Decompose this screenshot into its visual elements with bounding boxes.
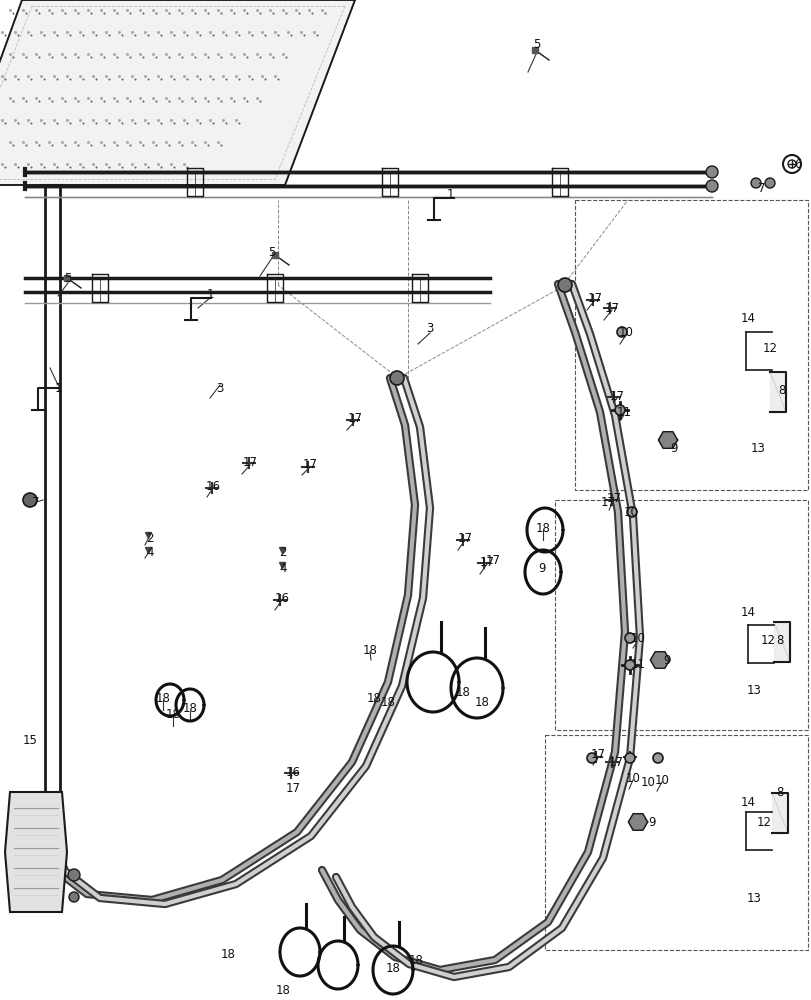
Text: 9: 9 — [647, 816, 655, 830]
Text: 17: 17 — [603, 302, 619, 314]
Text: 14: 14 — [740, 796, 754, 810]
Text: 18: 18 — [165, 708, 180, 722]
Polygon shape — [650, 652, 669, 668]
Text: 8: 8 — [775, 786, 783, 800]
Text: 18: 18 — [535, 522, 550, 534]
Text: 9: 9 — [663, 654, 670, 668]
Circle shape — [624, 660, 634, 670]
Text: 13: 13 — [745, 684, 761, 698]
Polygon shape — [0, 0, 354, 185]
Text: 4: 4 — [279, 562, 286, 574]
Text: 17: 17 — [303, 458, 317, 472]
Text: 10: 10 — [630, 632, 645, 645]
Text: 10: 10 — [623, 506, 637, 520]
Text: 15: 15 — [23, 734, 37, 746]
Text: 17: 17 — [285, 782, 300, 794]
Text: 18: 18 — [366, 692, 381, 704]
Text: 9: 9 — [669, 442, 677, 454]
Polygon shape — [773, 622, 789, 662]
Circle shape — [652, 753, 663, 763]
Circle shape — [616, 327, 626, 337]
Text: 2: 2 — [146, 532, 153, 544]
Text: 1: 1 — [206, 288, 213, 300]
Circle shape — [69, 892, 79, 902]
Circle shape — [23, 493, 37, 507]
Polygon shape — [658, 432, 676, 448]
Text: 17: 17 — [600, 495, 615, 508]
Text: 14: 14 — [740, 312, 754, 324]
Text: 4: 4 — [146, 546, 153, 560]
Text: 14: 14 — [740, 606, 754, 619]
Polygon shape — [5, 792, 67, 912]
Circle shape — [705, 180, 717, 192]
Text: 5: 5 — [64, 271, 71, 284]
Text: 17: 17 — [607, 756, 623, 770]
Text: 13: 13 — [745, 892, 761, 904]
Text: 16: 16 — [205, 480, 221, 492]
Circle shape — [389, 371, 404, 385]
Text: 18: 18 — [408, 954, 423, 968]
Circle shape — [750, 178, 760, 188]
Text: 17: 17 — [485, 554, 500, 566]
Text: 17: 17 — [347, 412, 362, 424]
Text: 12: 12 — [756, 816, 770, 830]
Text: 3: 3 — [216, 381, 223, 394]
Text: 7: 7 — [32, 495, 40, 508]
Circle shape — [614, 405, 624, 415]
Text: 10: 10 — [618, 326, 633, 340]
Text: 18: 18 — [221, 948, 235, 962]
Text: 17: 17 — [606, 491, 620, 504]
Text: 17: 17 — [242, 456, 257, 468]
Text: 17: 17 — [590, 748, 605, 762]
Text: 11: 11 — [616, 406, 631, 420]
Text: 1: 1 — [54, 381, 62, 394]
Text: 17: 17 — [609, 389, 624, 402]
Text: 18: 18 — [455, 686, 470, 698]
Circle shape — [557, 278, 571, 292]
Circle shape — [764, 178, 774, 188]
Polygon shape — [769, 372, 785, 412]
Text: 17: 17 — [457, 532, 472, 544]
Text: 10: 10 — [654, 774, 668, 788]
Text: 18: 18 — [474, 696, 489, 710]
Text: 18: 18 — [385, 962, 400, 974]
Text: 11: 11 — [629, 658, 645, 672]
Text: 18: 18 — [156, 692, 170, 704]
Text: 18: 18 — [380, 696, 395, 710]
Polygon shape — [771, 793, 787, 833]
Polygon shape — [628, 814, 647, 830]
Text: 18: 18 — [275, 984, 290, 996]
Text: 10: 10 — [624, 772, 640, 784]
Text: 8: 8 — [775, 635, 783, 648]
Circle shape — [624, 633, 634, 643]
Text: 8: 8 — [778, 383, 785, 396]
Circle shape — [705, 166, 717, 178]
Text: 17: 17 — [587, 292, 602, 304]
Text: 7: 7 — [757, 182, 765, 194]
Text: 16: 16 — [285, 766, 300, 778]
Text: 5: 5 — [533, 38, 540, 51]
Text: 1: 1 — [446, 188, 453, 202]
Text: 10: 10 — [640, 776, 654, 790]
Circle shape — [586, 753, 596, 763]
Text: 6: 6 — [793, 157, 800, 170]
Text: 17: 17 — [479, 556, 494, 568]
Text: 18: 18 — [182, 702, 197, 716]
Text: 12: 12 — [760, 635, 775, 648]
Text: 9: 9 — [538, 562, 545, 574]
Text: 5: 5 — [268, 245, 276, 258]
Circle shape — [68, 869, 80, 881]
Circle shape — [626, 507, 636, 517]
Text: 3: 3 — [426, 322, 433, 334]
Text: 18: 18 — [363, 644, 377, 656]
Text: 2: 2 — [279, 546, 286, 560]
Text: 16: 16 — [274, 591, 290, 604]
Circle shape — [624, 753, 634, 763]
Text: 12: 12 — [762, 342, 777, 355]
Text: 13: 13 — [749, 442, 765, 454]
